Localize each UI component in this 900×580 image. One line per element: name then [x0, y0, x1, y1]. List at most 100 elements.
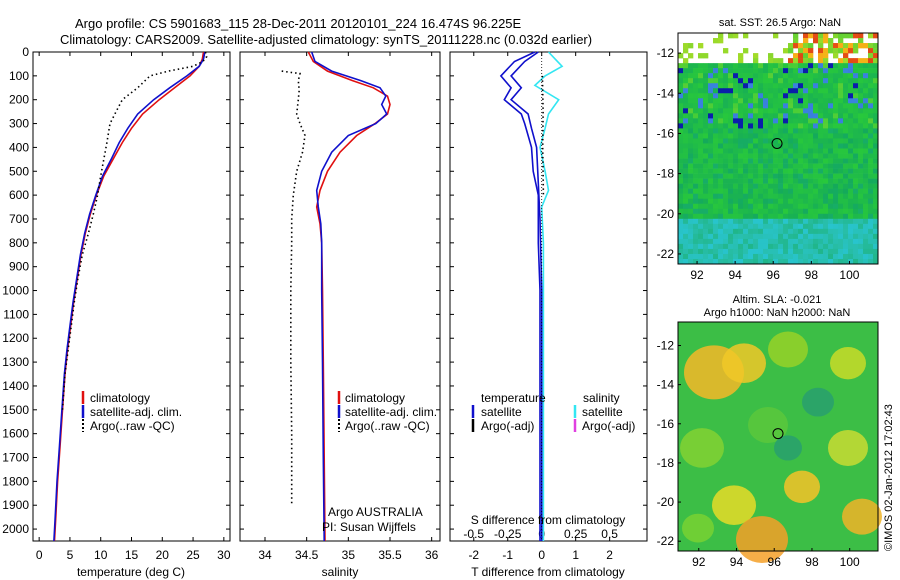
heatmap-cell	[693, 173, 699, 179]
heatmap-cell	[848, 233, 854, 240]
heatmap-cell	[693, 63, 699, 69]
heatmap-cell	[783, 93, 789, 99]
heatmap-cell	[708, 228, 714, 235]
figure-title-line1: Argo profile: CS 5901683_115 28-Dec-2011…	[75, 16, 522, 31]
heatmap-cell	[723, 118, 729, 124]
y-tick-label: 600	[9, 188, 29, 202]
heatmap-cell	[798, 213, 804, 220]
heatmap-cell	[723, 73, 729, 79]
heatmap-cell	[768, 88, 774, 94]
heatmap-cell	[863, 123, 869, 129]
heatmap-cell	[793, 43, 799, 49]
heatmap-cell	[863, 228, 869, 235]
heatmap-cell	[698, 228, 704, 235]
heatmap-cell	[713, 73, 719, 79]
heatmap-cell	[778, 193, 784, 200]
heatmap-cell	[868, 163, 874, 169]
heatmap-cell	[818, 183, 824, 189]
heatmap-cell	[863, 68, 869, 74]
heatmap-cell	[833, 228, 839, 235]
map-x-tick-label: 98	[805, 555, 819, 569]
heatmap-cell	[693, 198, 699, 205]
heatmap-cell	[803, 58, 809, 64]
heatmap-cell	[708, 153, 714, 159]
heatmap-cell	[853, 123, 859, 129]
heatmap-cell	[853, 243, 859, 250]
heatmap-cell	[863, 98, 869, 104]
heatmap-cell	[763, 228, 769, 235]
heatmap-cell	[733, 118, 739, 124]
heatmap-cell	[733, 158, 739, 164]
heatmap-cell	[828, 123, 834, 129]
y-tick-label: 300	[9, 117, 29, 131]
float-owner-annotation: Argo AUSTRALIA	[328, 505, 423, 519]
heatmap-cell	[838, 98, 844, 104]
heatmap-cell	[853, 168, 859, 174]
heatmap-cell	[773, 213, 779, 220]
heatmap-cell	[683, 63, 689, 69]
heatmap-cell	[678, 153, 684, 159]
heatmap-cell	[708, 68, 714, 74]
heatmap-cell	[833, 128, 839, 134]
heatmap-cell	[843, 213, 849, 220]
heatmap-cell	[803, 258, 809, 265]
heatmap-cell	[698, 203, 704, 210]
heatmap-cell	[738, 173, 744, 179]
heatmap-cell	[863, 78, 869, 84]
heatmap-cell	[768, 123, 774, 129]
heatmap-cell	[828, 108, 834, 114]
heatmap-cell	[873, 63, 879, 69]
heatmap-cell	[788, 203, 794, 210]
heatmap-cell	[683, 93, 689, 99]
heatmap-cell	[678, 258, 684, 265]
heatmap-cell	[693, 108, 699, 114]
heatmap-cell	[753, 203, 759, 210]
heatmap-cell	[808, 88, 814, 94]
heatmap-cell	[778, 218, 784, 225]
heatmap-cell	[833, 103, 839, 109]
heatmap-cell	[798, 153, 804, 159]
heatmap-cell	[778, 258, 784, 265]
map-y-tick-label: -12	[657, 338, 675, 352]
heatmap-cell	[873, 108, 879, 114]
heatmap-cell	[733, 243, 739, 250]
heatmap-cell	[778, 118, 784, 124]
heatmap-cell	[863, 73, 869, 79]
heatmap-cell	[863, 108, 869, 114]
heatmap-cell	[798, 58, 804, 64]
heatmap-cell	[853, 83, 859, 89]
map-x-tick-label: 100	[840, 555, 860, 569]
heatmap-cell	[783, 113, 789, 119]
heatmap-cell	[793, 123, 799, 129]
heatmap-cell	[828, 153, 834, 159]
heatmap-cell	[848, 208, 854, 215]
heatmap-cell	[703, 108, 709, 114]
heatmap-cell	[763, 193, 769, 200]
heatmap-cell	[818, 78, 824, 84]
heatmap-cell	[768, 248, 774, 255]
x-tick-label: 10	[94, 548, 108, 562]
heatmap-cell	[813, 158, 819, 164]
heatmap-cell	[808, 118, 814, 124]
heatmap-cell	[773, 98, 779, 104]
heatmap-cell	[713, 93, 719, 99]
heatmap-cell	[843, 238, 849, 245]
heatmap-cell	[748, 243, 754, 250]
heatmap-cell	[678, 128, 684, 134]
heatmap-cell	[678, 138, 684, 144]
heatmap-cell	[873, 78, 879, 84]
heatmap-cell	[718, 133, 724, 139]
difference-xlabel-top: S difference from climatology	[471, 513, 626, 527]
heatmap-cell	[753, 118, 759, 124]
heatmap-cell	[728, 138, 734, 144]
heatmap-cell	[783, 148, 789, 154]
legend-label-argo: Argo(..raw -QC)	[345, 419, 430, 433]
heatmap-cell	[683, 98, 689, 104]
heatmap-cell	[803, 183, 809, 189]
heatmap-cell	[833, 218, 839, 225]
heatmap-cell	[838, 108, 844, 114]
heatmap-cell	[778, 238, 784, 245]
heatmap-cell	[873, 193, 879, 200]
heatmap-cell	[873, 223, 879, 230]
